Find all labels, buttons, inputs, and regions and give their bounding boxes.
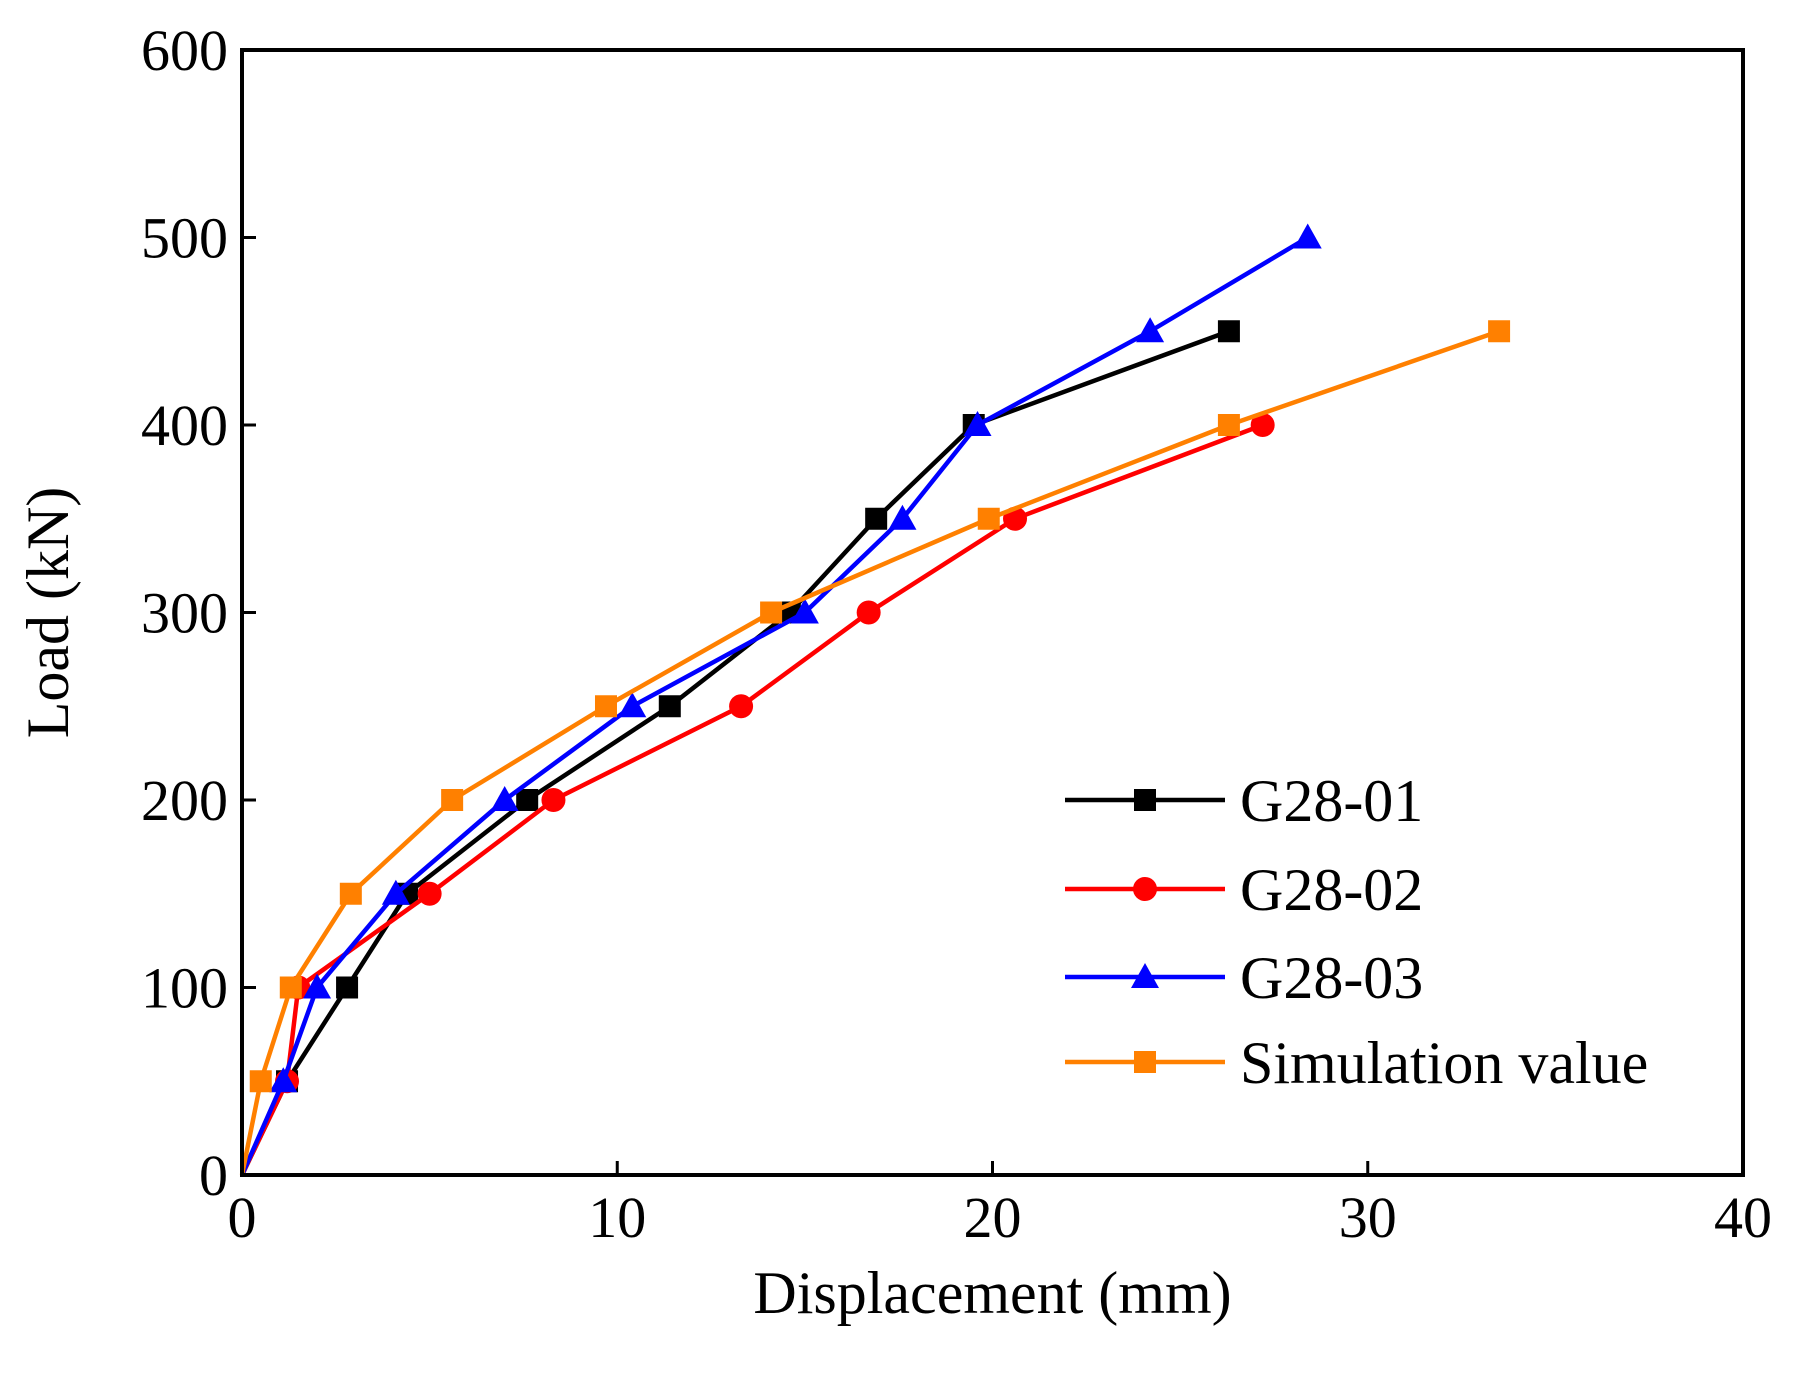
data-point: [417, 881, 442, 906]
series-line: [239, 329, 1500, 1176]
x-tick-label: 40: [1714, 1185, 1772, 1250]
legend-marker: [1134, 1051, 1156, 1073]
data-point: [336, 976, 359, 999]
legend-marker: [1134, 789, 1156, 811]
data-point: [790, 598, 819, 624]
legend-marker: [1131, 963, 1159, 988]
data-point: [269, 1067, 298, 1093]
legend-label: Simulation value: [1240, 1030, 1648, 1096]
legend-item-g28-02: G28-02: [1065, 857, 1423, 923]
y-tick-label: 0: [199, 1143, 228, 1208]
legend-label: G28-03: [1240, 945, 1423, 1011]
data-point: [541, 788, 566, 812]
data-point: [279, 976, 302, 999]
data-point: [856, 600, 881, 625]
data-point: [1293, 223, 1322, 249]
x-tick-label: 20: [964, 1185, 1022, 1250]
y-tick-label: 100: [141, 956, 228, 1021]
y-tick-label: 600: [141, 18, 228, 83]
data-point: [490, 786, 519, 811]
legend-label: G28-01: [1240, 768, 1423, 834]
data-point: [1250, 413, 1275, 437]
data-point: [1136, 317, 1165, 343]
x-tick-label: 10: [588, 1185, 646, 1250]
data-point: [977, 507, 1000, 530]
y-tick-label: 500: [141, 206, 228, 271]
data-point: [888, 504, 917, 530]
data-point: [516, 789, 539, 811]
data-point: [729, 694, 754, 719]
data-point: [1217, 320, 1240, 343]
data-point: [760, 601, 783, 624]
legend-label: G28-02: [1240, 857, 1423, 923]
legend-item-simulation-value: Simulation value: [1065, 1030, 1648, 1096]
legend-item-g28-01: G28-01: [1065, 768, 1423, 834]
y-tick-label: 200: [141, 768, 228, 833]
data-point: [594, 695, 617, 718]
x-axis-title: Displacement (mm): [753, 1260, 1231, 1326]
series-layer: [239, 223, 1511, 1176]
data-point: [249, 1070, 272, 1093]
y-tick-label: 300: [141, 581, 228, 646]
data-point: [963, 411, 992, 436]
x-tick-label: 0: [228, 1185, 257, 1250]
data-point: [381, 879, 410, 905]
x-tick-label: 30: [1339, 1185, 1397, 1250]
y-tick-label: 400: [141, 393, 228, 458]
data-point: [441, 789, 464, 811]
data-point: [658, 695, 681, 718]
legend-marker: [1133, 877, 1157, 901]
series-line: [239, 329, 1230, 1176]
data-point: [618, 692, 647, 718]
y-axis-title: Load (kN): [15, 487, 81, 739]
data-point: [865, 507, 888, 530]
data-point: [339, 882, 362, 905]
data-point: [303, 973, 332, 999]
legend: G28-01 G28-02 G28-03 Simulation value: [1065, 768, 1648, 1096]
legend-item-g28-03: G28-03: [1065, 945, 1423, 1011]
series-simulation-value: [239, 320, 1511, 1176]
data-point: [1488, 320, 1511, 343]
data-point: [1217, 414, 1240, 436]
series-g28-03: [239, 223, 1322, 1176]
